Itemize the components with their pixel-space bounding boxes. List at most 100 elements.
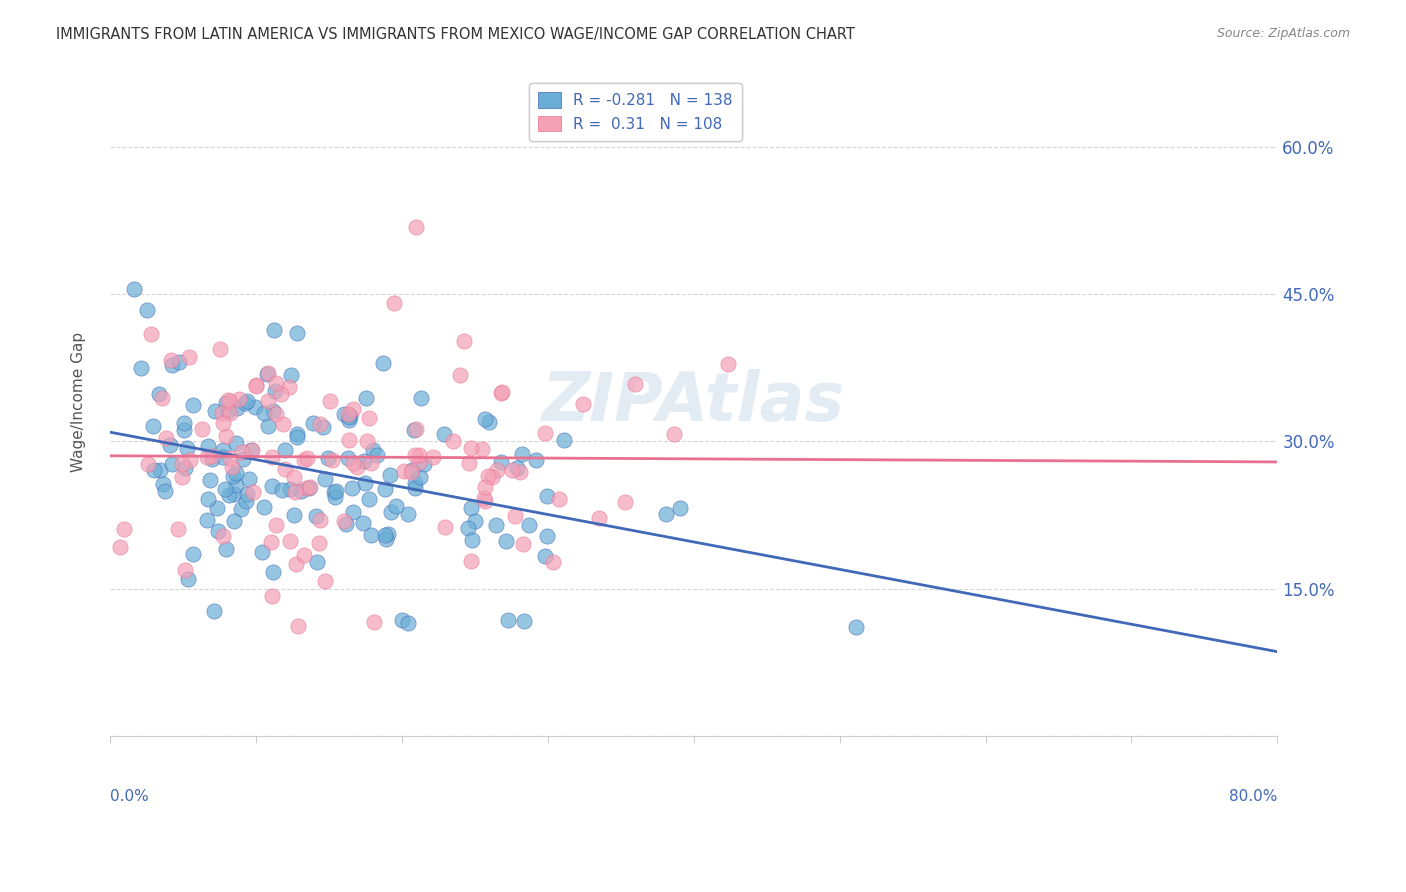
Point [201, 451, 224, 466]
Point [225, 436, 247, 450]
Point [195, 513, 218, 527]
Point [245, 379, 267, 393]
Point [342, 401, 364, 416]
Point [318, 450, 340, 465]
Point [405, 219, 427, 234]
Point [153, 483, 176, 498]
Point [273, 417, 295, 431]
Point [541, 555, 564, 569]
Text: ZIPAtlas: ZIPAtlas [543, 369, 845, 435]
Point [309, 417, 332, 431]
Point [404, 475, 426, 490]
Point [491, 385, 513, 400]
Text: 0.0%: 0.0% [110, 789, 149, 804]
Point [292, 548, 315, 562]
Point [256, 419, 278, 434]
Point [148, 387, 170, 401]
Point [292, 453, 315, 467]
Point [361, 442, 384, 457]
Point [160, 353, 183, 368]
Point [211, 417, 233, 431]
Point [402, 423, 425, 437]
Point [408, 448, 430, 462]
Point [198, 473, 221, 487]
Point [339, 409, 361, 423]
Point [506, 460, 529, 475]
Point [149, 462, 172, 476]
Point [273, 443, 295, 458]
Point [305, 508, 328, 523]
Point [240, 442, 263, 457]
Point [298, 480, 321, 494]
Point [378, 467, 401, 482]
Point [181, 399, 204, 413]
Point [181, 547, 204, 561]
Point [460, 441, 482, 455]
Point [228, 392, 250, 406]
Point [232, 451, 254, 466]
Point [471, 442, 494, 457]
Point [260, 479, 283, 493]
Point [235, 494, 257, 508]
Point [218, 488, 240, 502]
Point [375, 532, 398, 546]
Point [533, 425, 555, 440]
Point [226, 401, 249, 415]
Text: Source: ZipAtlas.com: Source: ZipAtlas.com [1216, 27, 1350, 40]
Point [374, 483, 396, 497]
Point [263, 323, 285, 337]
Point [201, 449, 224, 463]
Point [655, 508, 678, 522]
Point [408, 455, 430, 469]
Point [262, 590, 284, 604]
Point [136, 303, 159, 318]
Point [319, 393, 342, 408]
Point [221, 459, 243, 474]
Point [474, 412, 496, 426]
Point [356, 391, 378, 405]
Point [337, 433, 360, 447]
Point [385, 500, 408, 514]
Point [333, 514, 356, 528]
Point [214, 482, 236, 496]
Point [401, 463, 423, 477]
Point [624, 376, 647, 391]
Point [295, 482, 318, 496]
Point [172, 457, 194, 471]
Point [176, 441, 198, 455]
Point [197, 439, 219, 453]
Point [253, 405, 276, 419]
Point [512, 537, 534, 551]
Point [172, 469, 194, 483]
Point [257, 394, 280, 409]
Point [353, 454, 375, 468]
Point [217, 392, 239, 407]
Point [197, 491, 219, 506]
Point [337, 410, 360, 425]
Point [195, 450, 218, 464]
Point [478, 415, 501, 429]
Point [374, 528, 396, 542]
Point [112, 523, 135, 537]
Point [191, 422, 214, 436]
Point [396, 507, 419, 521]
Point [202, 604, 225, 618]
Point [360, 456, 382, 470]
Point [285, 427, 308, 442]
Point [278, 533, 301, 548]
Point [363, 615, 385, 630]
Point [496, 613, 519, 627]
Point [233, 396, 256, 410]
Point [264, 407, 287, 421]
Point [495, 533, 517, 548]
Point [668, 501, 690, 516]
Point [356, 434, 378, 449]
Point [235, 394, 257, 409]
Point [207, 524, 229, 538]
Point [314, 574, 336, 589]
Point [509, 465, 531, 479]
Text: 80.0%: 80.0% [1229, 789, 1278, 804]
Point [225, 467, 247, 481]
Point [359, 410, 381, 425]
Point [717, 357, 740, 371]
